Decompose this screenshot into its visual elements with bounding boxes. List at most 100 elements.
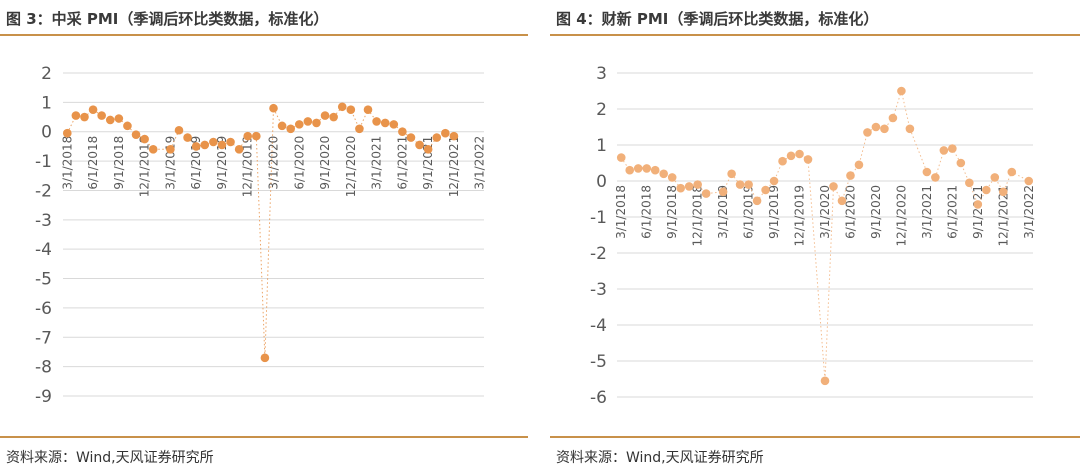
- data-point: [123, 121, 132, 131]
- y-tick-label: -5: [35, 270, 52, 290]
- data-point: [998, 187, 1008, 197]
- top-divider: [0, 34, 528, 36]
- y-tick-label: 0: [596, 172, 607, 192]
- data-point: [269, 103, 278, 113]
- y-tick-label: -1: [590, 208, 607, 228]
- data-point: [786, 151, 796, 161]
- data-point: [735, 180, 745, 189]
- data-point: [701, 189, 711, 198]
- x-tick-label: 9/1/2018: [665, 185, 679, 239]
- x-tick-label: 6/1/2021: [945, 185, 959, 239]
- x-tick-label: 6/1/2020: [843, 185, 857, 239]
- y-tick-label: -6: [35, 299, 52, 319]
- y-tick-label: -3: [590, 280, 607, 300]
- data-point: [642, 164, 652, 173]
- data-point: [441, 128, 450, 138]
- data-point: [718, 187, 728, 197]
- x-tick-label: 12/1/2019: [241, 136, 255, 198]
- x-tick-label: 9/1/2020: [869, 185, 883, 239]
- data-point: [80, 112, 89, 122]
- data-point: [286, 124, 295, 134]
- data-point: [616, 153, 626, 162]
- data-point: [880, 124, 889, 134]
- y-tick-label: -2: [35, 181, 52, 201]
- data-point: [329, 112, 338, 122]
- data-point: [633, 164, 643, 173]
- data-point: [795, 149, 804, 159]
- x-tick-label: 6/1/2020: [292, 136, 306, 190]
- y-tick-label: 2: [41, 64, 52, 84]
- y-tick-label: -1: [35, 152, 52, 172]
- data-point: [337, 102, 347, 112]
- data-point: [312, 118, 321, 128]
- bottom-divider: [0, 436, 528, 438]
- data-point: [320, 111, 330, 120]
- x-tick-label: 6/1/2019: [189, 136, 203, 190]
- x-tick-label: 12/1/2021: [447, 136, 461, 198]
- x-tick-label: 9/1/2019: [767, 185, 781, 239]
- data-point: [346, 105, 356, 115]
- data-point: [294, 120, 304, 129]
- x-tick-label: 3/1/2019: [716, 185, 730, 239]
- x-tick-label: 12/1/2018: [138, 136, 152, 198]
- data-point: [398, 127, 407, 137]
- data-point: [846, 171, 855, 180]
- data-point: [363, 105, 373, 115]
- chart-panel-zhongcai-pmi: 图 3：中采 PMI（季调后环比类数据，标准化） 2 1 0 -1 -2 -3 -4 -5 -6…: [0, 0, 528, 469]
- y-tick-label: -9: [35, 387, 52, 407]
- data-point: [415, 140, 424, 150]
- data-point: [131, 130, 141, 139]
- data-point: [105, 115, 115, 125]
- data-point: [71, 111, 81, 120]
- data-point: [761, 185, 770, 195]
- y-tick-label: -3: [35, 211, 52, 231]
- data-point: [191, 142, 201, 151]
- data-point: [234, 145, 244, 154]
- data-point: [183, 133, 192, 142]
- y-tick-label: 0: [41, 123, 52, 143]
- x-tick-label: 3/1/2020: [267, 136, 281, 190]
- data-point: [406, 133, 416, 142]
- x-tick-label: 3/1/2018: [614, 185, 628, 239]
- x-tick-label: 3/1/2019: [163, 136, 177, 190]
- x-tick-label: 12/1/2021: [996, 185, 1010, 247]
- x-tick-label: 3/1/2020: [818, 185, 832, 239]
- x-tick-label: 6/1/2018: [640, 185, 654, 239]
- data-point: [1024, 176, 1034, 186]
- y-tick-label: -7: [35, 328, 52, 348]
- x-tick-label: 12/1/2020: [894, 185, 908, 247]
- data-point: [820, 376, 830, 386]
- y-tick-label: -8: [35, 358, 52, 378]
- data-point: [667, 173, 677, 182]
- y-tick-label: -5: [590, 352, 607, 372]
- data-point: [744, 180, 753, 189]
- x-tick-label: 6/1/2021: [395, 136, 409, 190]
- y-tick-label: 1: [596, 136, 607, 156]
- y-tick-label: -4: [35, 240, 52, 260]
- chart-panel-caixin-pmi: 图 4：财新 PMI（季调后环比类数据，标准化） 3 2 1 0 -1 -2 -3 -4 -5 -…: [550, 0, 1080, 469]
- data-point: [625, 165, 635, 175]
- data-point: [778, 156, 787, 166]
- x-tick-label: 3/1/2021: [370, 136, 384, 190]
- data-point: [982, 185, 991, 195]
- data-point: [423, 145, 433, 154]
- data-point: [355, 124, 364, 134]
- data-point: [303, 117, 313, 126]
- data-point: [380, 118, 390, 128]
- y-tick-label: -6: [590, 388, 607, 408]
- data-point: [1007, 167, 1017, 177]
- data-point: [769, 176, 779, 186]
- data-point: [939, 146, 949, 155]
- data-point: [140, 134, 149, 144]
- y-tick-label: 2: [596, 100, 607, 120]
- data-point: [888, 113, 898, 123]
- data-point: [965, 178, 974, 188]
- data-point: [449, 131, 459, 141]
- source-note: 资料来源：Wind,天风证券研究所: [6, 450, 214, 466]
- data-point: [97, 111, 106, 120]
- data-point: [931, 173, 940, 182]
- data-point: [948, 144, 957, 153]
- x-tick-label: 9/1/2019: [215, 136, 229, 190]
- chart-plot-caixin: 3 2 1 0 -1 -2 -3 -4 -5 -6 3/1/2018 6/1/2018 9/1/2018…: [590, 64, 1036, 408]
- data-point: [252, 131, 261, 141]
